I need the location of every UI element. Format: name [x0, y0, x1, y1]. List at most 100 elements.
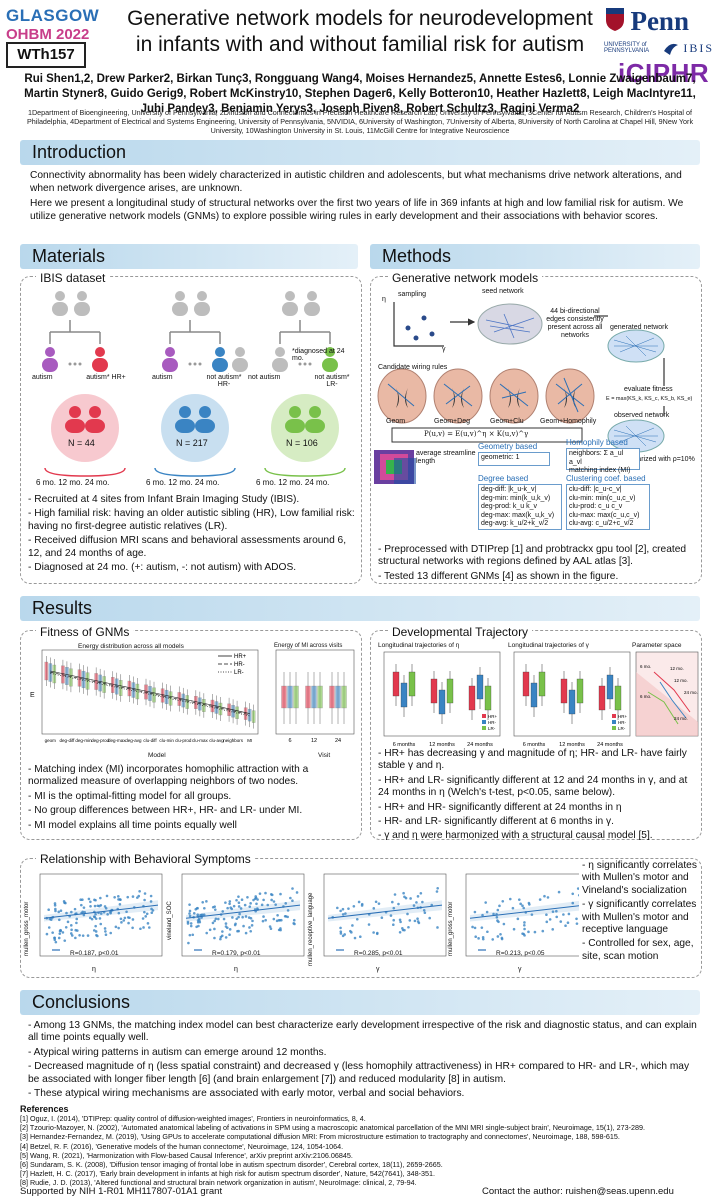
scatter-point: [272, 900, 276, 903]
ibis-bird-icon: [663, 43, 678, 55]
funding-note: Supported by NIH 1-R01 MH117807-01A1 gra…: [20, 1186, 223, 1197]
scatter-point: [485, 910, 489, 914]
scatter-point: [343, 933, 346, 936]
legend-label: HR-: [488, 720, 496, 725]
behavior-bullet-2: - γ significantly correlates with Mullen…: [582, 899, 697, 936]
rule-geom: Geom: [386, 418, 406, 425]
scatter-point: [188, 912, 191, 915]
scatter-point: [256, 898, 259, 901]
legend-label: LR-: [234, 670, 244, 676]
scatter-point: [99, 912, 103, 915]
scatter-point: [131, 895, 135, 898]
scatter-point: [83, 910, 86, 914]
scatter-point: [73, 907, 77, 911]
series-trend-line: [50, 670, 250, 714]
scatter-point: [109, 931, 113, 935]
scatter-point: [69, 924, 73, 927]
scatter-3-ylabel: mullen_receptive_language: [308, 892, 314, 966]
scatter-point: [398, 931, 402, 934]
legend-swatch: [482, 726, 486, 730]
conclusions-body: - Among 13 GNMs, the matching index mode…: [28, 1020, 700, 1102]
scatter-point: [53, 936, 56, 940]
scatter-point: [391, 900, 394, 904]
scatter-point: [262, 915, 265, 918]
scatter-point: [341, 913, 345, 916]
scatter-point: [249, 929, 253, 933]
parameter-region: [636, 672, 698, 736]
rule-geom-homophily: Geom+Homophily: [540, 418, 597, 425]
model-tick-label: geom: [45, 738, 57, 743]
scatter-point: [500, 937, 504, 941]
scatter-point: [211, 921, 215, 925]
degree-based-box: deg-diff: |k_u-k_v| deg-min: min(k_u,k_v…: [478, 484, 562, 530]
scatter-point: [57, 910, 61, 914]
reference-item: [2] Tzourio-Mazoyer, N. (2002), 'Automat…: [20, 1123, 646, 1133]
scatter-point: [502, 922, 506, 926]
scatter-point: [241, 915, 244, 919]
scatter-point: [119, 917, 123, 921]
clustering-rule: clu-min: min(c_u,c_v): [569, 494, 636, 502]
reference-item: [1] Oguz, I. (2014), 'DTIPrep: quality c…: [20, 1114, 366, 1123]
clustering-based-title: Clustering coef. based: [566, 474, 646, 483]
scatter-point: [521, 932, 524, 935]
scatter-point: [295, 891, 299, 894]
scatter-point: [246, 895, 249, 899]
boxplot-box: [102, 676, 106, 693]
scatter-point: [357, 900, 361, 904]
legend-swatch: [482, 714, 486, 718]
scatter-point: [421, 900, 424, 904]
observed-network-label: observed network: [614, 412, 670, 419]
visit-box: [317, 685, 323, 709]
scatter-point: [407, 925, 410, 929]
references: References [1] Oguz, I. (2014), 'DTIPrep…: [20, 1104, 710, 1188]
scatter-point: [481, 937, 485, 941]
scatter-point: [517, 898, 521, 901]
scatter-point: [217, 917, 220, 921]
scatter-point: [249, 916, 253, 920]
scatter-point: [484, 901, 487, 904]
contact-email[interactable]: Contact the author: ruishen@seas.upenn.e…: [482, 1186, 674, 1197]
poster-id: WTh157: [6, 42, 86, 68]
ohbm-logo: GLASGOW OHBM 2022: [6, 6, 118, 43]
scatter-point: [104, 906, 108, 910]
scatter-point: [228, 902, 231, 906]
scatter-frame: [323, 873, 447, 957]
scatter-point: [205, 900, 208, 903]
scatter-point: [240, 898, 244, 902]
scatter-point: [527, 930, 530, 934]
trajectory-box: [468, 685, 476, 711]
scatter-point: [201, 900, 205, 904]
scatter-point: [228, 928, 232, 931]
regression-line: [327, 904, 443, 919]
scatter-point: [69, 932, 73, 935]
degree-rule: deg-min: min(k_u,k_v): [481, 494, 551, 502]
scatter-point: [416, 917, 419, 921]
conclusions-heading: Conclusions: [20, 990, 700, 1015]
scatter-point: [436, 926, 439, 929]
scatter-point: [65, 911, 68, 915]
scatter-point: [117, 926, 120, 930]
scatter-point: [423, 911, 427, 915]
scatter-point: [566, 921, 570, 925]
scatter-point: [117, 895, 120, 898]
scatter-point: [191, 933, 195, 937]
geometry-based-title: Geometry based: [478, 442, 538, 451]
group-n-hr-plus: N = 44: [68, 438, 95, 448]
scatter-point: [538, 898, 542, 901]
scatter-point: [471, 925, 474, 929]
scatter-point: [473, 926, 477, 930]
scatter-point: [406, 912, 409, 916]
scatter-point: [341, 907, 345, 911]
scatter-point: [352, 904, 356, 908]
visit-box: [341, 685, 347, 709]
scatter-point: [57, 936, 61, 940]
reference-item: [3] Hernandez-Fernandez, M. (2019), 'Usi…: [20, 1132, 620, 1142]
scatter-point: [428, 916, 431, 920]
scatter-point: [138, 890, 141, 893]
trajectory-bullet-3: - HR+ and HR- significantly different at…: [378, 801, 622, 813]
scatter-point: [189, 922, 193, 925]
scatter-1-xlabel: η: [92, 966, 96, 973]
scatter-point: [244, 931, 248, 935]
homophily-based-text: neighbors: Σ a_ul a_vl matching index (M…: [569, 450, 631, 474]
scatter-point: [189, 924, 193, 928]
